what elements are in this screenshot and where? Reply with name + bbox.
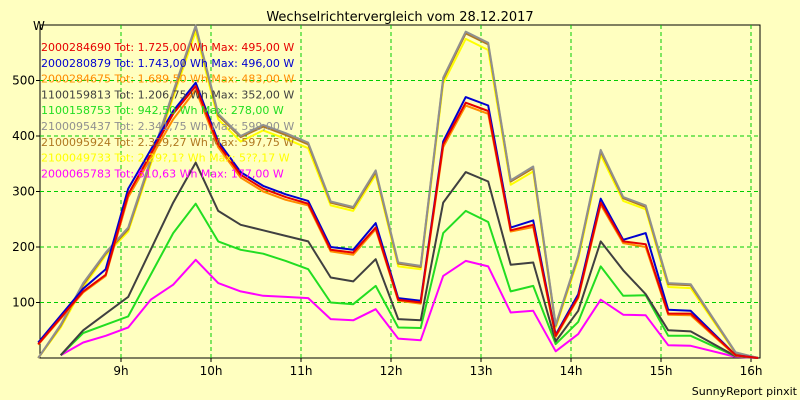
y-tick-label: 500 xyxy=(12,74,35,88)
y-tick-label: 100 xyxy=(12,296,35,310)
y-tick-label: 200 xyxy=(12,240,35,254)
legend-entry: 1100158753 Tot: 942,50 Wh Max: 278,00 W xyxy=(41,104,284,117)
footer-text: SunnyReport pinxit xyxy=(692,385,798,398)
series-line xyxy=(37,24,759,359)
series-group xyxy=(37,24,759,359)
series-line xyxy=(60,258,759,359)
legend-entry: 2100095437 Tot: 2.341,75 Wh Max: 599,00 … xyxy=(41,120,294,133)
x-tick-label: 11h xyxy=(290,364,313,378)
x-tick-label: 15h xyxy=(650,364,673,378)
axis-labels: Wechselrichtervergleich vom 28.12.2017 W… xyxy=(12,10,798,398)
series-line xyxy=(59,161,759,359)
legend-entry: 2000284690 Tot: 1.725,00 Wh Max: 495,00 … xyxy=(41,41,294,54)
legend: 2000284690 Tot: 1.725,00 Wh Max: 495,00 … xyxy=(41,41,294,180)
series-line xyxy=(59,202,759,359)
y-tick-label: 300 xyxy=(12,185,35,199)
y-tick-label: 400 xyxy=(12,129,35,143)
chart-title: Wechselrichtervergleich vom 28.12.2017 xyxy=(266,10,533,25)
series-line xyxy=(37,85,759,359)
legend-entry: 2000065783 Tot: 610,63 Wh Max: 177,00 W xyxy=(41,167,284,180)
x-tick-label: 16h xyxy=(740,364,763,378)
series-line xyxy=(37,81,759,359)
x-tick-label: 10h xyxy=(200,364,223,378)
legend-entry: 2000280879 Tot: 1.743,00 Wh Max: 496,00 … xyxy=(41,57,294,70)
y-axis-label: W xyxy=(33,19,45,33)
series-line xyxy=(37,30,759,359)
series-line xyxy=(37,88,759,359)
legend-entry: 2100095924 Tot: 2.329,27 Wh Max: 597,75 … xyxy=(41,136,294,149)
legend-entry: 2100049733 Tot: 2.29?,1? Wh Max: 5??,17 … xyxy=(41,152,290,165)
x-tick-label: 12h xyxy=(380,364,403,378)
legend-entry: 1100159813 Tot: 1.206,75 Wh Max: 352,00 … xyxy=(41,88,294,101)
x-tick-label: 14h xyxy=(560,364,583,378)
x-tick-label: 13h xyxy=(470,364,493,378)
x-tick-label: 9h xyxy=(113,364,128,378)
legend-entry: 2000284675 Tot: 1.689,50 Wh Max: 483,00 … xyxy=(41,73,294,86)
